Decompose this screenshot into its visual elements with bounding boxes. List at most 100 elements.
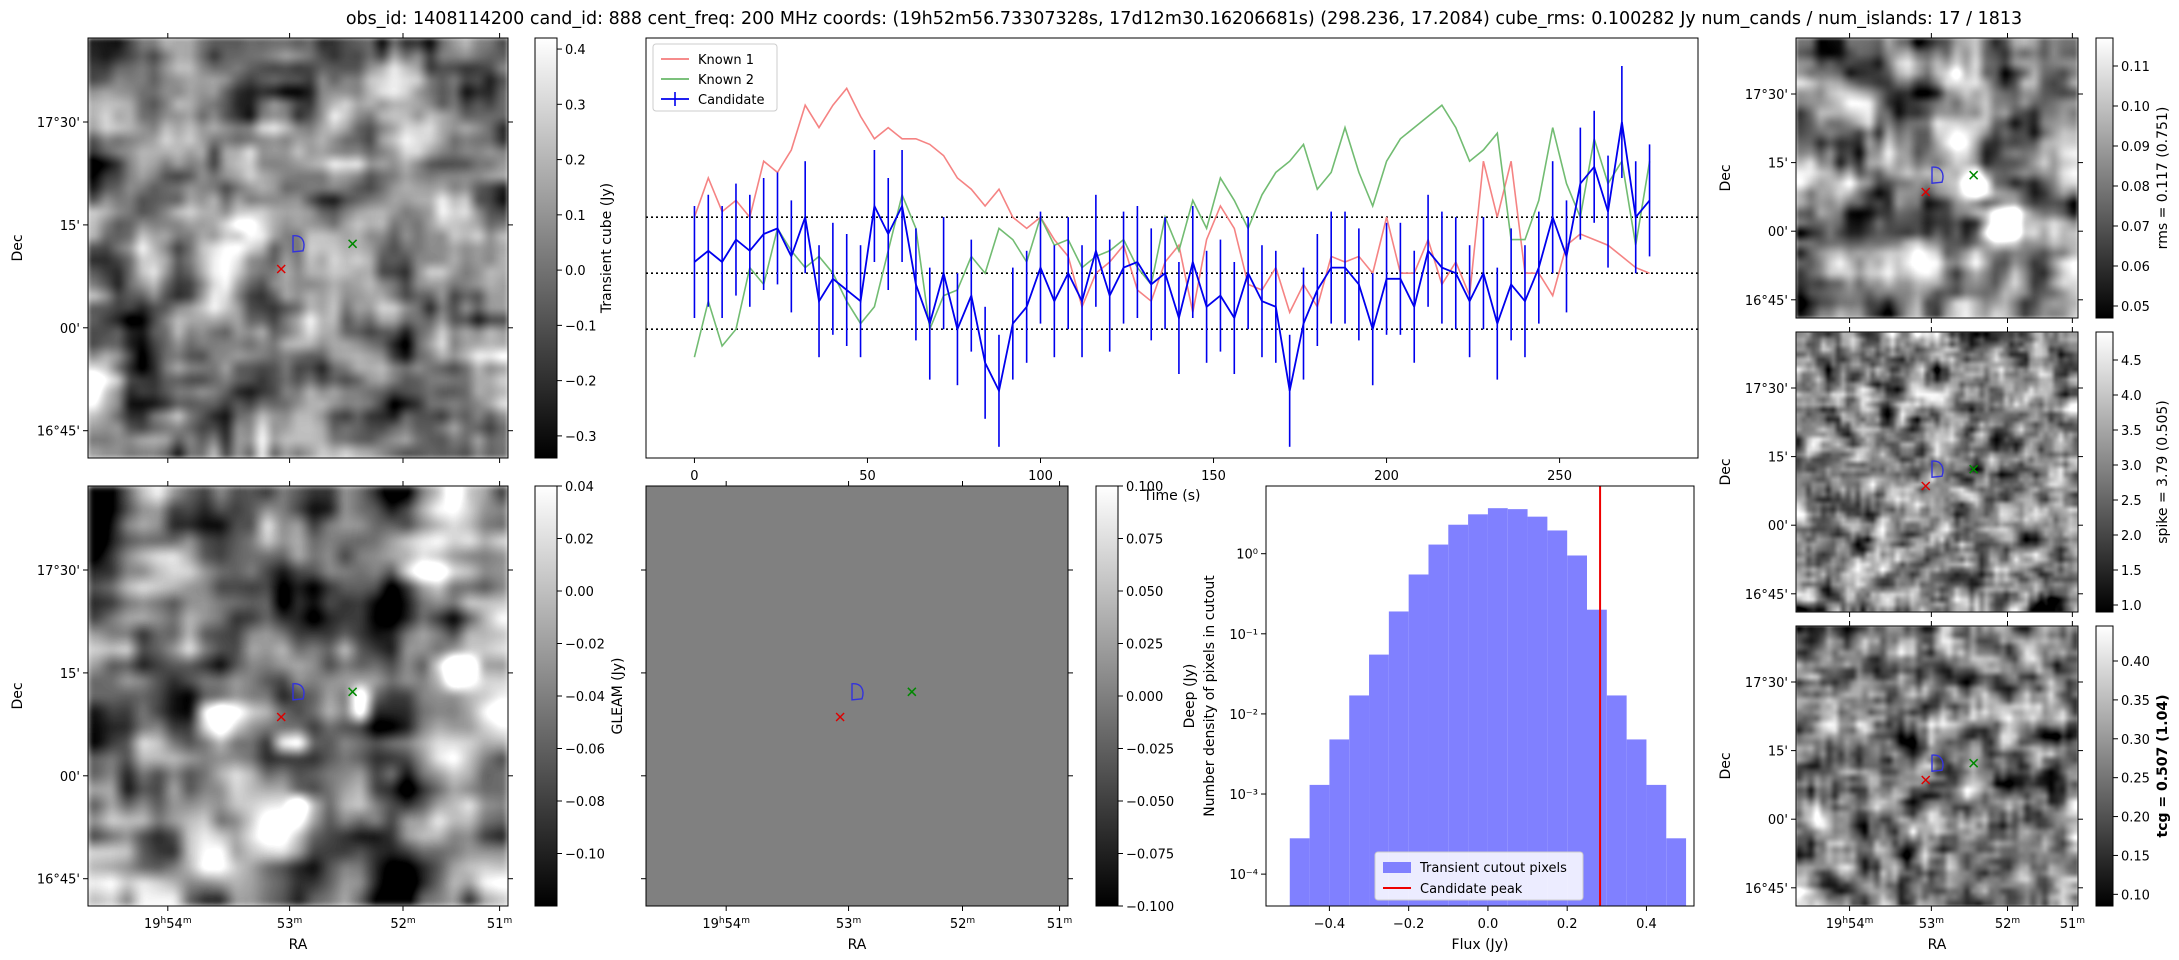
colorbar-tick-label: 0.10	[2121, 100, 2150, 115]
colorbar-tick-label: 0.100	[1126, 480, 1163, 495]
dec-tick-label: 15'	[60, 667, 80, 682]
dec-tick-label: 15'	[1768, 451, 1788, 466]
colorbar-tick-label: −0.075	[1126, 848, 1174, 863]
histogram-bar	[1527, 516, 1548, 906]
histogram-bar	[1646, 784, 1667, 906]
ra-tick-digits: 54	[725, 917, 742, 932]
colorbar-spike_map: 4.5 4.0 3.5 3.0 2.5 2.0 1.5 1.0 spike = 3.79 (0.…	[2095, 331, 2171, 614]
dec-axis-label: Dec	[10, 234, 26, 261]
green-cross-marker	[1969, 464, 1979, 474]
colorbar-tick-label: 0.06	[2121, 260, 2150, 275]
ra-tick-superscript: m	[1063, 916, 1072, 926]
colorbar-label: rms = 0.117 (0.751)	[2155, 107, 2171, 250]
ra-tick-superscript: m	[293, 916, 302, 926]
histogram-bar	[1666, 838, 1687, 906]
colorbar-tick-label: 0.02	[565, 533, 594, 548]
axes-frame	[87, 37, 509, 459]
colorbar-tick-label: 0.08	[2121, 180, 2150, 195]
colorbar-label: spike = 3.79 (0.505)	[2155, 400, 2171, 544]
image-deep	[646, 486, 1068, 906]
ra-tick-superscript: m	[183, 916, 192, 926]
image-canvas	[88, 486, 508, 906]
histogram-bar	[1309, 784, 1330, 906]
ra-tick-superscript: h	[1842, 916, 1848, 926]
dec-tick-label: 17°30'	[37, 116, 80, 131]
histogram-bar	[1507, 509, 1528, 906]
dec-tick-label: 16°45'	[37, 873, 80, 888]
ra-tick-superscript: m	[741, 916, 750, 926]
colorbar-tick-label: 0.025	[1126, 638, 1163, 653]
colorbar-tick-label: 1.5	[2121, 564, 2142, 579]
colorbar-gradient	[2095, 331, 2114, 613]
colorbar-tick-label: −0.100	[1126, 900, 1174, 915]
histogram-bar	[1487, 508, 1508, 906]
panel-spike_map: 17°30' 15' 00' 16°45' Dec	[1718, 327, 2083, 617]
candidate-contour	[851, 683, 864, 701]
ra-tick-label: 19h54m	[144, 916, 192, 932]
ra-tick-digits: 54	[166, 917, 183, 932]
ra-tick-label: 53m	[1919, 916, 1944, 932]
y-axis-label: Number density of pixels in cutout	[1202, 575, 1218, 817]
x-tick-label: 0.4	[1636, 917, 1657, 932]
colorbar-gradient	[2095, 625, 2114, 907]
image-spike_map	[1796, 332, 2078, 612]
x-tick-label: −0.4	[1314, 917, 1346, 932]
ra-tick-label: 51m	[1047, 916, 1072, 932]
colorbar-tick-label: 0.000	[1126, 690, 1163, 705]
ra-tick-superscript: h	[161, 916, 167, 926]
candidate-contour	[1931, 754, 1944, 772]
red-cross-marker	[276, 264, 286, 274]
histogram-bar	[1606, 695, 1627, 906]
legend-box	[652, 43, 778, 112]
histogram-bar	[1349, 695, 1370, 906]
colorbar-tcg_map: 0.40 0.35 0.30 0.25 0.20 0.15 0.10 tcg = 0.507 …	[2095, 625, 2171, 907]
histogram-bar	[1448, 524, 1469, 906]
legend: Known 1 Known 2 Candidate	[652, 43, 778, 112]
colorbar-tick-label: 0.20	[2121, 811, 2150, 826]
red-cross-marker	[276, 712, 286, 722]
dec-axis-label: Dec	[1718, 164, 1734, 191]
y-tick-label: 10⁻¹	[1229, 628, 1258, 643]
axes-frame	[1795, 625, 2079, 907]
panel-transient_cube: 17°30' 15' 00' 16°45' Dec	[10, 33, 513, 463]
colorbar-tick-label: −0.04	[565, 690, 605, 705]
colorbar-tick-label: 0.2	[565, 154, 586, 169]
panel-gleam: 19h54m 53m 52m 51m RA 17°30' 15' 00' 16°45' Dec	[10, 481, 513, 953]
green-cross-marker	[907, 687, 917, 697]
ra-tick-label: 19h54m	[1826, 916, 1874, 932]
panel-tcg_map: 19h54m 53m 52m 51m RA 17°30' 15' 00' 16°45' Dec	[1718, 621, 2085, 953]
colorbar-tick-label: 0.075	[1126, 533, 1163, 548]
legend-label: Candidate	[698, 93, 764, 108]
colorbar-tick-label: −0.050	[1126, 795, 1174, 810]
legend-label: Known 1	[698, 53, 754, 68]
colorbar-tick-label: 1.0	[2121, 599, 2142, 614]
colorbar-tick-label: 0.050	[1126, 585, 1163, 600]
axes-frame	[1795, 331, 2079, 613]
image-gleam	[88, 486, 508, 906]
dec-tick-label: 00'	[60, 770, 80, 785]
colorbar-tick-label: 3.5	[2121, 424, 2142, 439]
ra-tick-superscript: m	[2011, 916, 2020, 926]
axes-frame	[87, 485, 509, 907]
dec-axis-label: Dec	[10, 682, 26, 709]
colorbar-tick-label: 0.3	[565, 98, 586, 113]
colorbar-tick-label: 0.1	[565, 209, 586, 224]
colorbar-tick-label: 4.0	[2121, 389, 2142, 404]
x-tick-label: 0	[690, 469, 698, 484]
ra-tick-superscript: m	[407, 916, 416, 926]
histogram-bar	[1587, 609, 1607, 906]
ra-tick-label: 52m	[390, 916, 415, 932]
axes-frame	[645, 37, 1699, 459]
green-cross-marker	[348, 239, 358, 249]
colorbar-tick-label: 0.35	[2121, 694, 2150, 709]
colorbar-tick-label: −0.08	[565, 795, 605, 810]
ra-tick-superscript: m	[503, 916, 512, 926]
colorbar-tick-label: 0.00	[565, 585, 594, 600]
colorbar-tick-label: 0.04	[565, 480, 594, 495]
colorbar-tick-label: 0.25	[2121, 772, 2150, 787]
histogram-bar	[1329, 739, 1350, 906]
colorbar-tick-label: 0.07	[2121, 220, 2150, 235]
colorbar-tick-label: −0.02	[565, 638, 605, 653]
candidate-contour	[292, 235, 305, 253]
ra-tick-label: 51m	[487, 916, 512, 932]
